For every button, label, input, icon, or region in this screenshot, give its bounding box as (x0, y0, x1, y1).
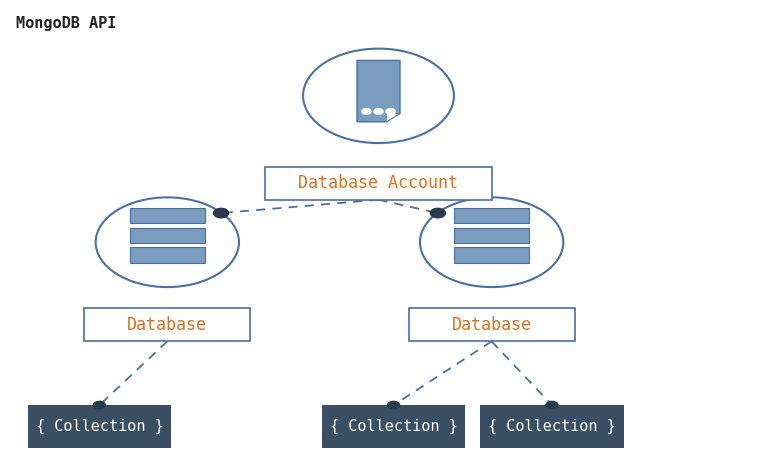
Text: Database Account: Database Account (298, 174, 459, 192)
FancyBboxPatch shape (454, 247, 529, 263)
Circle shape (213, 209, 229, 218)
FancyBboxPatch shape (129, 247, 205, 263)
Text: MongoDB API: MongoDB API (17, 16, 117, 30)
FancyBboxPatch shape (129, 208, 205, 223)
Polygon shape (357, 60, 400, 122)
FancyBboxPatch shape (454, 208, 529, 223)
FancyBboxPatch shape (28, 405, 171, 447)
FancyBboxPatch shape (84, 308, 251, 342)
Circle shape (546, 401, 558, 409)
Text: { Collection }: { Collection } (488, 419, 616, 434)
Text: { Collection }: { Collection } (330, 419, 457, 434)
FancyBboxPatch shape (322, 405, 466, 447)
Circle shape (420, 197, 563, 287)
Text: { Collection }: { Collection } (36, 419, 164, 434)
FancyBboxPatch shape (129, 228, 205, 243)
Circle shape (430, 209, 445, 218)
Circle shape (95, 197, 239, 287)
Text: Database: Database (127, 316, 207, 334)
Circle shape (388, 401, 400, 409)
Polygon shape (386, 114, 400, 122)
Circle shape (303, 48, 454, 143)
FancyBboxPatch shape (481, 405, 624, 447)
FancyBboxPatch shape (454, 228, 529, 243)
Circle shape (93, 401, 105, 409)
Text: Database: Database (452, 316, 531, 334)
FancyBboxPatch shape (266, 167, 491, 200)
Circle shape (386, 109, 395, 114)
Circle shape (374, 109, 383, 114)
Circle shape (362, 109, 371, 114)
FancyBboxPatch shape (409, 308, 575, 342)
